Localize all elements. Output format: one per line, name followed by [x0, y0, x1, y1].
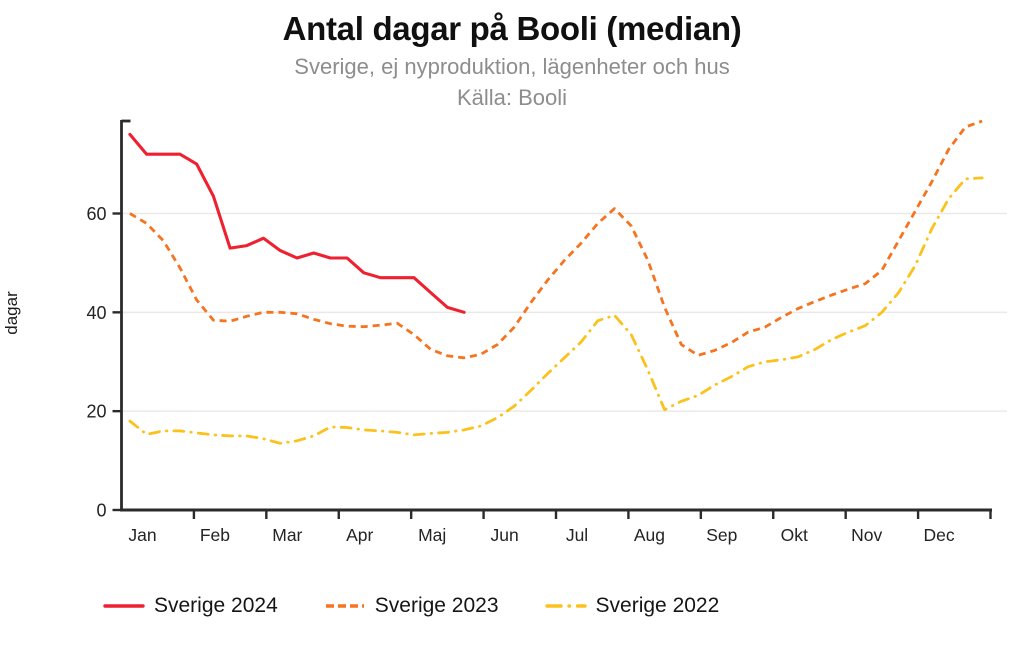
x-month-label: Maj: [418, 525, 446, 545]
x-month-label: Sep: [706, 525, 737, 545]
x-month-label: Aug: [634, 525, 665, 545]
legend-item-sverige-2022: Sverige 2022: [544, 594, 720, 618]
legend-swatch-dashed-line-icon: [325, 604, 364, 608]
y-tick-label: 20: [86, 402, 106, 422]
x-month-label: Jun: [490, 525, 518, 545]
series-line-sverige-2022: [128, 176, 984, 445]
x-month-label: Mar: [272, 525, 302, 545]
legend-label: Sverige 2023: [374, 594, 499, 617]
chart-legend: Sverige 2024 Sverige 2023 Sverige 2022: [103, 594, 719, 618]
chart-subtitle: Sverige, ej nyproduktion, lägenheter och…: [294, 54, 730, 79]
chart-title: Antal dagar på Booli (median): [282, 10, 742, 47]
x-month-label: Jan: [128, 525, 156, 545]
x-month-label: Dec: [924, 525, 955, 545]
legend-label: Sverige 2022: [595, 594, 720, 617]
y-tick-label: 0: [96, 501, 106, 521]
y-tick-label: 40: [86, 303, 106, 323]
x-month-label: Apr: [346, 525, 373, 545]
legend-item-sverige-2023: Sverige 2023: [324, 594, 499, 618]
series-line-sverige-2024: [128, 132, 466, 314]
x-month-label: Nov: [851, 525, 882, 545]
y-tick-label: 60: [86, 204, 106, 224]
series-line-sverige-2023: [129, 119, 983, 360]
chart-source: Källa: Booli: [456, 85, 568, 110]
legend-item-sverige-2024: Sverige 2024: [103, 594, 278, 618]
x-month-label: Jul: [566, 525, 588, 545]
legend-label: Sverige 2024: [154, 594, 278, 617]
x-month-label: Okt: [781, 525, 808, 545]
legend-swatch-dashdot-line-icon: [544, 604, 587, 608]
x-month-label: Feb: [200, 525, 230, 545]
legend-swatch-solid-line-icon: [103, 604, 145, 608]
